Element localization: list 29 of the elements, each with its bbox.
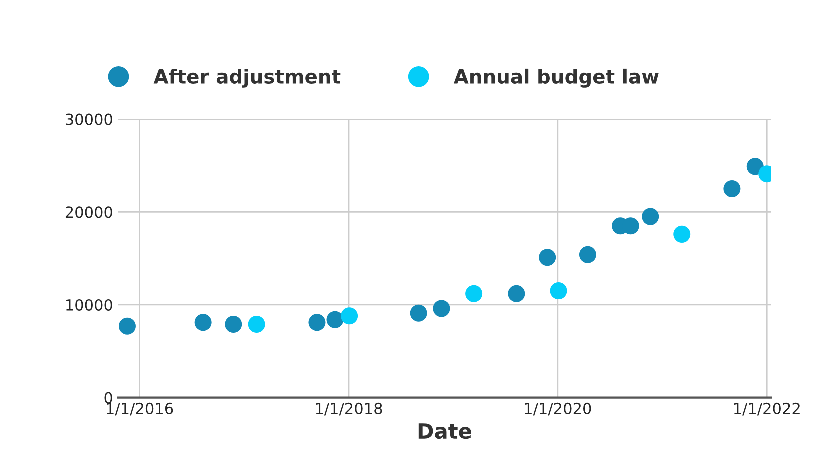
point [466,285,483,302]
point [308,314,326,332]
point [724,180,741,198]
point [410,304,428,322]
legend-label: After adjustment [154,68,341,88]
point [194,314,212,332]
point [642,208,660,226]
point [579,246,596,264]
point [118,318,136,335]
point [326,311,344,328]
legend-label: Annual budget law [454,68,659,88]
y-tick-label: 20000 [66,206,112,218]
point [746,158,764,176]
x-tick-label: 1/1/2022 [734,402,800,416]
y-tick-label: 0 [104,392,112,404]
y-tick-label: 30000 [66,114,112,126]
x-axis-title: Date [418,424,472,440]
point [539,249,556,266]
point [433,300,450,318]
point [550,282,568,300]
y-tick-label: 10000 [66,299,112,311]
x-tick-label: 1/1/2018 [316,402,382,416]
point [674,226,691,243]
x-tick-label: 1/1/2016 [107,402,174,416]
x-tick-label: 1/1/2020 [525,402,592,416]
point [248,316,266,333]
point [225,316,242,333]
point [341,308,358,325]
point [508,285,526,302]
